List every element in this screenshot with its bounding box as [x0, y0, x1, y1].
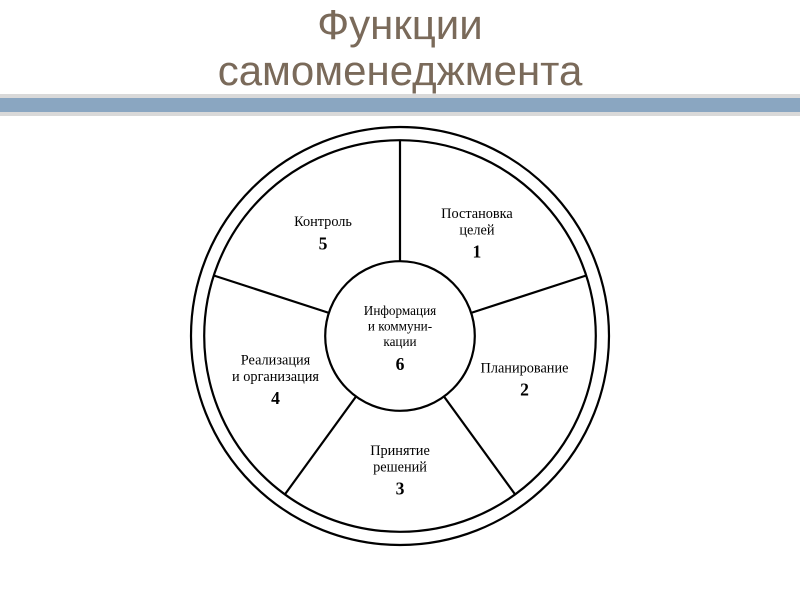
segment-label: Реализация [241, 353, 311, 369]
page-title: Функции самоменеджмента [0, 0, 800, 94]
segment-number: 4 [271, 388, 280, 408]
center-number: 6 [396, 354, 405, 374]
segment-label: Принятие [370, 443, 430, 459]
segment-label: Постановка [441, 206, 513, 222]
segment-label: Планирование [481, 361, 569, 377]
header-stripe-inner [0, 98, 800, 112]
segment-number: 2 [520, 380, 529, 400]
wheel-diagram: Постановкацелей 1 Планирование 2 Принятиереш… [180, 116, 620, 556]
segment-label: целей [459, 223, 494, 239]
segment-number: 1 [473, 242, 482, 262]
segment-number: 3 [396, 479, 405, 499]
segment-label: решений [373, 460, 427, 476]
title-line-1: Функции [0, 2, 800, 48]
center-label: и коммуни- [368, 319, 432, 334]
segment-number: 5 [319, 234, 328, 254]
diagram-container: Постановкацелей 1 Планирование 2 Принятиереш… [0, 116, 800, 556]
center-label: Информация [364, 303, 436, 318]
segment-label: Контроль [294, 215, 352, 231]
segment-label: и организация [232, 369, 319, 385]
title-line-2: самоменеджмента [0, 48, 800, 94]
header-stripe [0, 94, 800, 116]
center-label: кации [383, 334, 416, 349]
